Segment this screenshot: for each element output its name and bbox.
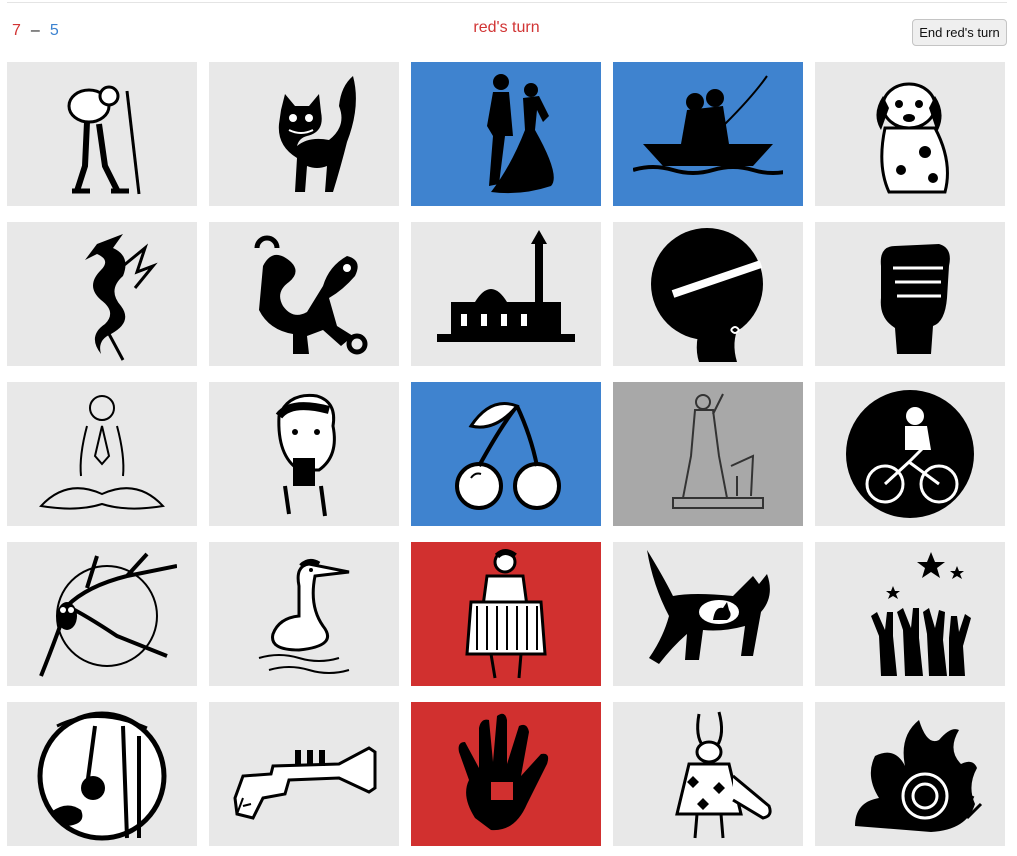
flame-snail-icon <box>855 720 983 832</box>
card-grebe-bird[interactable] <box>209 542 399 686</box>
card-accordion-player[interactable] <box>411 542 601 686</box>
tribal-lizard-icon <box>254 235 368 355</box>
card-mosque[interactable] <box>411 222 601 366</box>
card-swinging-child[interactable] <box>7 702 197 846</box>
score-display: 7 – 5 <box>12 22 59 40</box>
white-rabbit-icon <box>675 711 772 839</box>
card-white-rabbit[interactable] <box>613 702 803 846</box>
card-goddess-statue[interactable] <box>613 382 803 526</box>
card-hiker[interactable] <box>7 62 197 206</box>
accordion-player-icon <box>465 549 547 679</box>
meditation-icon <box>39 395 165 510</box>
mosque-icon <box>437 230 575 342</box>
swinging-child-icon <box>37 711 167 841</box>
gun-trumpet-icon <box>233 746 377 820</box>
card-dalmatian-puppy[interactable] <box>815 62 1005 206</box>
boy-with-camera-icon <box>275 393 336 517</box>
card-hands-and-stars[interactable] <box>815 542 1005 686</box>
goddess-statue-icon <box>672 393 764 509</box>
card-dragon[interactable] <box>7 222 197 366</box>
card-gun-trumpet[interactable] <box>209 702 399 846</box>
card-meditation[interactable] <box>7 382 197 526</box>
afro-woman-silhouette-icon <box>651 228 763 362</box>
card-raised-fist[interactable] <box>815 222 1005 366</box>
red-score: 7 <box>12 22 21 39</box>
grebe-bird-icon <box>258 558 350 674</box>
card-tribal-lizard[interactable] <box>209 222 399 366</box>
handprint-icon <box>458 713 549 831</box>
hiker-icon <box>67 85 141 195</box>
card-cherries[interactable] <box>411 382 601 526</box>
score-separator: – <box>30 22 40 39</box>
owl-on-branch-icon <box>39 552 177 677</box>
black-cat-icon <box>278 76 356 192</box>
card-black-cat[interactable] <box>209 62 399 206</box>
blue-score: 5 <box>49 22 59 39</box>
top-divider <box>7 2 1007 3</box>
card-dancing-couple[interactable] <box>411 62 601 206</box>
turn-indicator: red's turn <box>473 19 540 36</box>
card-grid <box>7 62 1005 846</box>
card-owl-on-branch[interactable] <box>7 542 197 686</box>
game-header: 7 – 5 red's turn End red's turn <box>0 0 1017 56</box>
card-boy-with-camera[interactable] <box>209 382 399 526</box>
card-handprint[interactable] <box>411 702 601 846</box>
card-flame-snail[interactable] <box>815 702 1005 846</box>
cyclist-icon <box>846 390 974 518</box>
card-afro-woman-silhouette[interactable] <box>613 222 803 366</box>
card-couple-in-boat[interactable] <box>613 62 803 206</box>
end-turn-button[interactable]: End red's turn <box>912 19 1007 46</box>
hands-and-stars-icon <box>871 552 971 676</box>
dalmatian-puppy-icon <box>876 82 949 194</box>
couple-in-boat-icon <box>633 75 783 175</box>
cherries-icon <box>455 402 561 510</box>
card-cat-silhouette[interactable] <box>613 542 803 686</box>
dragon-icon <box>85 234 158 361</box>
cat-silhouette-icon <box>647 550 770 664</box>
dancing-couple-icon <box>487 74 554 194</box>
raised-fist-icon <box>880 244 950 354</box>
card-cyclist[interactable] <box>815 382 1005 526</box>
